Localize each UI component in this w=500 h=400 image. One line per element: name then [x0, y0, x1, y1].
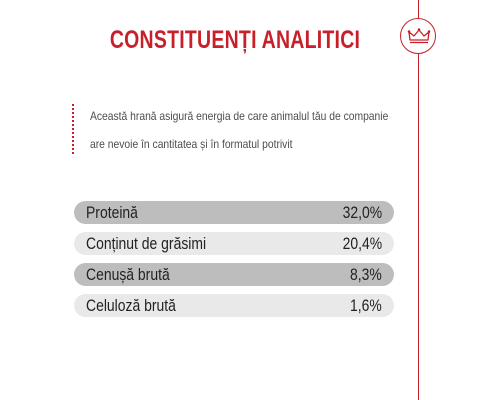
constituent-label: Cenușă brută: [86, 265, 170, 284]
constituent-label: Conținut de grăsimi: [86, 234, 207, 253]
constituent-row-fat: Conținut de grăsimi 20,4%: [74, 232, 394, 255]
description-line: are nevoie în cantitatea și în formatul …: [90, 137, 293, 151]
page-title: CONSTITUENȚI ANALITICI: [109, 26, 361, 54]
description-line: Această hrană asigură energia de care an…: [90, 109, 389, 123]
description-text: Această hrană asigură energia de care an…: [90, 102, 389, 158]
brand-badge: [400, 18, 436, 54]
crown-icon: [407, 28, 431, 44]
constituent-row-fibre: Celuloză brută 1,6%: [74, 294, 394, 317]
description-dotted-marker: [72, 104, 76, 154]
constituent-row-protein: Proteină 32,0%: [74, 201, 394, 224]
constituent-value: 32,0%: [342, 203, 382, 222]
accent-divider-line: [418, 0, 419, 400]
constituent-value: 20,4%: [342, 234, 382, 253]
constituent-label: Proteină: [86, 203, 138, 222]
constituent-label: Celuloză brută: [86, 296, 176, 315]
constituents-list: Proteină 32,0% Conținut de grăsimi 20,4%…: [74, 201, 394, 325]
constituent-row-ash: Cenușă brută 8,3%: [74, 263, 394, 286]
constituent-value: 1,6%: [350, 296, 382, 315]
constituent-value: 8,3%: [350, 265, 382, 284]
